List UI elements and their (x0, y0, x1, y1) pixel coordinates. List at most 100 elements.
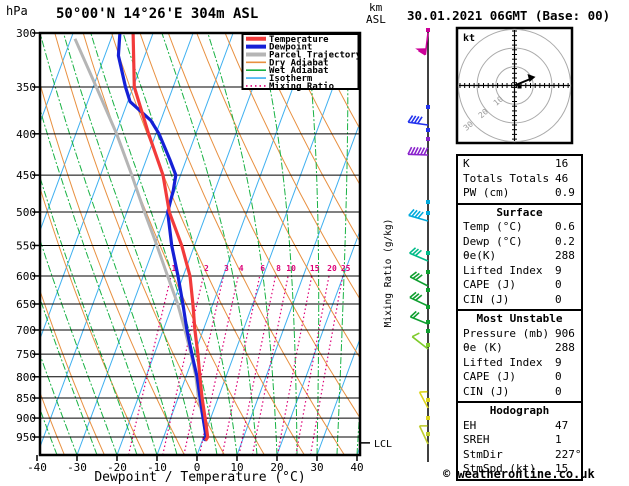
stat-row: K 16 (458, 157, 581, 172)
pressure-tick-label: 500 (16, 206, 36, 219)
hodograph-unit-label: kt (463, 33, 475, 44)
dry-adiabat-line (40, 391, 65, 455)
wind-barb-column (407, 28, 430, 462)
stat-value: 0 (555, 278, 562, 291)
wind-barb (418, 390, 429, 409)
temperature-tick-label: 0 (194, 461, 201, 474)
isotherm-line (40, 33, 74, 125)
stat-value: 16 (555, 157, 569, 170)
stat-value: 0 (555, 370, 562, 383)
mixing-ratio-value-label: 8 (276, 264, 281, 273)
stat-row: Pressure (mb) 906 (458, 327, 581, 342)
stats-panel: K 16 Totals Totals 46 PW (cm) 0.9 Surface Temp … (456, 154, 583, 481)
dry-adiabat-line (281, 33, 360, 186)
hodograph-stats-box-title: Hodograph (489, 404, 550, 417)
stat-label: CAPE (J) (463, 278, 516, 291)
wind-barb (418, 425, 429, 445)
legend-box (241, 33, 360, 90)
temperature-tick-label: 40 (350, 461, 363, 474)
pressure-tick-label: 600 (16, 270, 36, 283)
mixing-ratio-line (276, 275, 313, 455)
height-marker (426, 320, 430, 324)
stat-label: CAPE (J) (463, 370, 516, 383)
stat-row: CIN (J) 0 (458, 385, 581, 400)
mixing-ratio-line (251, 275, 289, 455)
pressure-tick-label: 800 (16, 371, 36, 384)
hodograph-center-marker (517, 84, 522, 89)
stat-label: Lifted Index (463, 263, 543, 277)
stat-value: 0.9 (555, 186, 575, 199)
stat-row: EH 47 (458, 419, 581, 434)
axis-titles-layer: Dewpoint / Temperature (°C) Mixing Ratio… (94, 33, 475, 485)
height-marker (426, 211, 430, 215)
stat-value: 288 (555, 249, 575, 262)
stat-value: 0.2 (555, 234, 575, 248)
height-marker (426, 343, 430, 347)
pressure-tick-label: 850 (16, 392, 36, 405)
wet-adiabat-line (336, 33, 349, 455)
height-marker (426, 270, 430, 274)
surface-box: Surface Temp (°C) 0.6 Dewp (°C) 0.2 θe(K) 288 L… (456, 202, 583, 311)
height-marker (426, 251, 430, 255)
height-marker (426, 105, 430, 109)
mixing-ratio-line (309, 275, 344, 455)
pressure-tick-label: 650 (16, 298, 36, 311)
stat-row: CAPE (J) 0 (458, 278, 581, 293)
stat-label: θe(K) (463, 249, 497, 262)
storm-motion-arrow (514, 77, 532, 87)
stat-value: 0 (555, 292, 562, 306)
dry-adiabat-line (252, 33, 360, 243)
temperature-tick-label: 10 (230, 461, 243, 474)
isotherm-line (40, 33, 154, 341)
stat-value: 47 (555, 418, 569, 432)
temperature-tick-label: -20 (107, 461, 127, 474)
pressure-tick-label: 700 (16, 324, 36, 337)
mixing-ratio-line (183, 275, 225, 455)
mixing-ratio-value-label: 10 (286, 264, 296, 273)
height-marker (426, 288, 430, 292)
legend-label: Dewpoint (269, 42, 312, 53)
credit-text: © weatheronline.co.uk (443, 467, 595, 481)
stat-value: 227° (555, 447, 582, 461)
pressure-tick-label: 300 (16, 27, 36, 40)
mixing-ratio-value-label: 3 (224, 264, 229, 273)
stat-row: SREH 1 (458, 433, 581, 448)
stat-row: StmDir 227° (458, 447, 582, 463)
height-axis-unit-km: km (369, 1, 383, 14)
mixing-ratio-value-label: 6 (260, 264, 265, 273)
temperature-curve (131, 33, 210, 442)
surface-box-title: Surface (496, 205, 543, 219)
dry-adiabat-line (82, 33, 265, 455)
stat-row: CAPE (J) 0 (458, 370, 581, 385)
dewpoint-curve (116, 33, 208, 442)
height-marker (426, 432, 430, 436)
stat-row: StmSpd (kt) 15 (458, 462, 581, 477)
wet-adiabat-line (90, 33, 218, 455)
legend-label: Isotherm (269, 74, 313, 84)
wind-barb (409, 247, 429, 262)
isotherm-line (156, 33, 314, 455)
height-marker (426, 28, 430, 32)
pressure-tick-label: 450 (16, 169, 36, 182)
stat-label: EH (463, 418, 477, 432)
station-title: 50°00'N 14°26'E 304m ASL (56, 6, 259, 22)
wet-adiabat-line (257, 33, 298, 455)
stat-row: PW (cm) 0.9 (458, 186, 581, 201)
stat-label: CIN (J) (463, 384, 510, 398)
wind-barb (409, 310, 429, 325)
mixing-ratio-value-label: 4 (239, 264, 244, 273)
legend-label: Dry Adiabat (269, 57, 329, 68)
stat-row: θe (K) 288 (458, 341, 581, 356)
wet-adiabat-line (305, 33, 320, 455)
axes-frame-layer: 3003504004505005506006507007508008509009… (16, 27, 370, 474)
height-axis-unit-asl: ASL (366, 13, 386, 26)
wet-adiabat-line (40, 353, 78, 455)
stat-label: StmSpd (kt) (463, 462, 536, 475)
wind-barb (408, 208, 429, 222)
temperature-tick-label: -10 (147, 461, 167, 474)
pressure-tick-label: 750 (16, 348, 36, 361)
height-marker (426, 416, 430, 420)
